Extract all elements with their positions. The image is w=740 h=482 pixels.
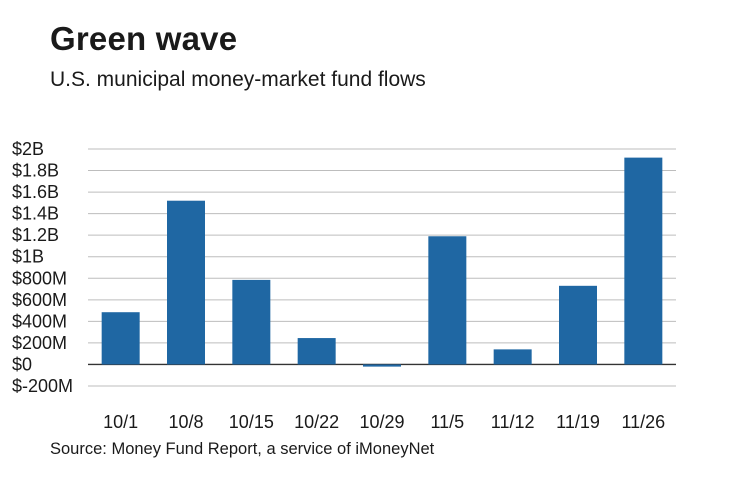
x-tick-label: 10/22 [294,412,339,432]
bar-10-29 [363,364,401,366]
y-tick-label: $1.6B [12,182,59,202]
bar-11-5 [428,236,466,364]
x-tick-label: 10/29 [359,412,404,432]
x-tick-label: 11/19 [556,412,600,432]
y-tick-label: $1.8B [12,161,59,181]
y-tick-label: $400M [12,311,67,331]
y-tick-label: $1.4B [12,204,59,224]
x-tick-label: 10/1 [103,412,138,432]
x-tick-label: 10/8 [168,412,203,432]
bar-10-8 [167,201,205,365]
y-tick-label: $1B [12,247,44,267]
bar-10-1 [102,312,140,364]
x-tick-label: 11/12 [491,412,535,432]
y-tick-label: $600M [12,290,67,310]
y-tick-label: $0 [12,354,32,374]
y-tick-label: $2B [12,139,44,159]
y-tick-label: $-200M [12,376,73,396]
bar-10-22 [298,338,336,364]
y-tick-label: $200M [12,333,67,353]
bar-11-26 [624,158,662,365]
y-tick-label: $1.2B [12,225,59,245]
x-tick-label: 11/5 [430,412,464,432]
bar-11-19 [559,286,597,365]
x-tick-label: 10/15 [229,412,274,432]
source-note: Source: Money Fund Report, a service of … [50,440,434,459]
bar-chart: $2B$1.8B$1.6B$1.4B$1.2B$1B$800M$600M$400… [0,0,740,482]
y-tick-label: $800M [12,268,67,288]
bar-11-12 [494,349,532,364]
x-tick-label: 11/26 [621,412,665,432]
bar-10-15 [232,280,270,365]
